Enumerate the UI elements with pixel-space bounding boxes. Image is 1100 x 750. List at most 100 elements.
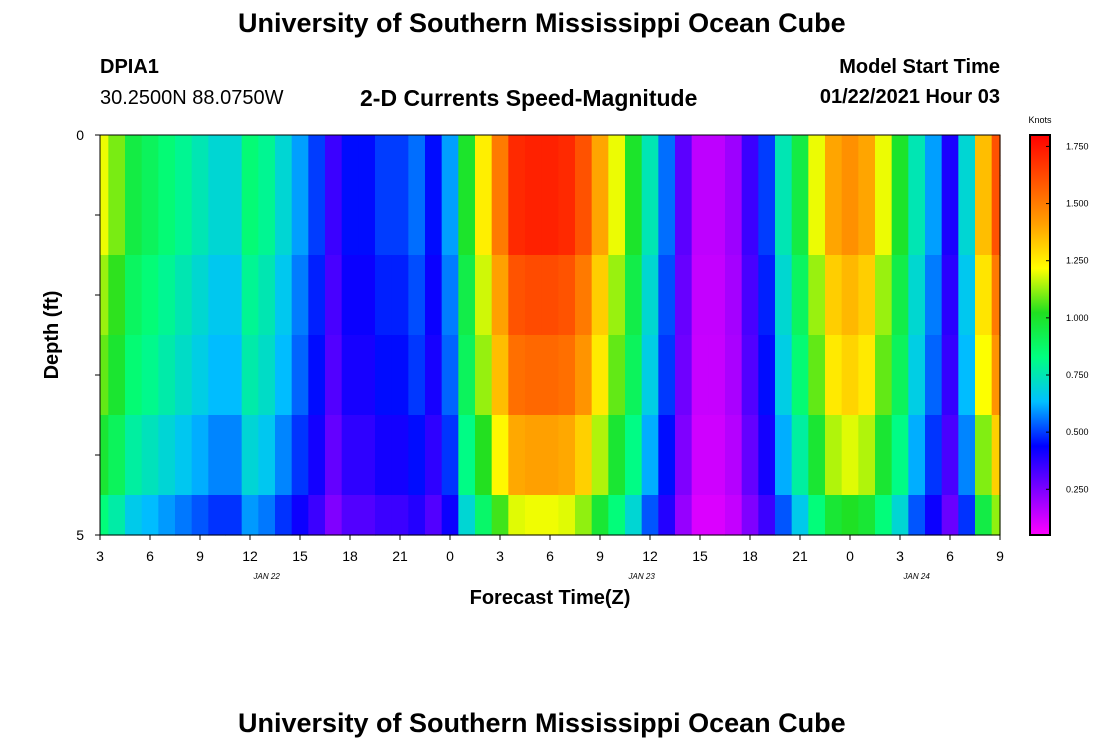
heat-cell [775, 175, 793, 256]
heat-cell [475, 175, 493, 256]
heat-cell [958, 135, 976, 176]
heat-cell [558, 415, 576, 496]
heat-cell [191, 415, 209, 496]
heat-cell [341, 415, 359, 496]
heat-cell [208, 495, 226, 536]
heat-cell [241, 415, 259, 496]
heat-cell [875, 255, 893, 336]
heat-cell [658, 335, 676, 416]
heat-cell [175, 495, 193, 536]
heat-cell [775, 255, 793, 336]
heat-cell [825, 335, 843, 416]
heat-cell [325, 135, 343, 176]
heat-cell [258, 495, 276, 536]
heat-cell [608, 135, 626, 176]
heat-cell [908, 175, 926, 256]
heat-cell [608, 335, 626, 416]
x-tick-label: 21 [792, 548, 808, 564]
heat-cell [858, 415, 876, 496]
heat-cell [808, 175, 826, 256]
heat-cell [125, 255, 143, 336]
heat-cell [508, 255, 526, 336]
heat-cell [441, 415, 459, 496]
heat-cell [708, 175, 726, 256]
heat-cell [191, 495, 209, 536]
x-tick-label: 6 [146, 548, 154, 564]
heat-cell [491, 495, 509, 536]
heat-cell [408, 135, 426, 176]
heat-cell [325, 335, 343, 416]
x-tick-label: 15 [692, 548, 708, 564]
heat-cell [725, 495, 743, 536]
heat-cell [925, 495, 943, 536]
heat-cell [508, 495, 526, 536]
heat-cell [225, 415, 243, 496]
colorbar: Knots 1.750 1.500 1.250 1.000 0.750 0.500 0.250 [1028, 115, 1089, 536]
heat-cell [541, 415, 559, 496]
heat-cell [908, 415, 926, 496]
heat-cell [525, 255, 543, 336]
heat-cell [100, 255, 109, 336]
heat-cell [325, 495, 343, 536]
heat-cell [791, 495, 809, 536]
heat-cell [308, 495, 326, 536]
heat-cell [991, 255, 1001, 336]
heat-cell [641, 335, 659, 416]
heat-cell [675, 495, 693, 536]
x-tick-label: 9 [996, 548, 1004, 564]
heat-cell [100, 335, 109, 416]
heat-cell [275, 495, 293, 536]
heat-cell [191, 255, 209, 336]
heat-cell [391, 135, 409, 176]
heat-cell [541, 335, 559, 416]
heat-cell [425, 495, 443, 536]
heat-cell [725, 135, 743, 176]
heat-cell [925, 255, 943, 336]
heat-cell [708, 335, 726, 416]
heat-cell [275, 175, 293, 256]
heat-cell [975, 255, 993, 336]
heat-cell [741, 495, 759, 536]
x-tick-label: 18 [742, 548, 758, 564]
heat-cell [208, 415, 226, 496]
heat-cell [225, 495, 243, 536]
heat-cell [691, 335, 709, 416]
heat-cell [591, 175, 609, 256]
heat-cell [625, 335, 643, 416]
y-axis-label: Depth (ft) [41, 291, 63, 380]
heat-cell [525, 415, 543, 496]
heat-cell [608, 175, 626, 256]
heat-cell [941, 135, 959, 176]
heat-cell [541, 135, 559, 176]
x-tick-label: 3 [896, 548, 904, 564]
heat-cell [475, 335, 493, 416]
heat-cell [158, 335, 176, 416]
heat-cell [341, 335, 359, 416]
heat-cell [375, 255, 393, 336]
heat-cell [958, 255, 976, 336]
heat-cell [425, 415, 443, 496]
heat-cell [508, 335, 526, 416]
heat-cell [458, 135, 476, 176]
heat-cell [191, 135, 209, 176]
heat-cell [758, 415, 776, 496]
heat-cell [908, 335, 926, 416]
heat-cell [658, 135, 676, 176]
heat-cell [508, 175, 526, 256]
heat-cell [141, 175, 159, 256]
heat-cell [391, 255, 409, 336]
x-tick-label: 9 [596, 548, 604, 564]
heat-cell [475, 495, 493, 536]
heat-cell [991, 495, 1001, 536]
heat-cell [875, 135, 893, 176]
heat-cell [591, 415, 609, 496]
heat-cell [141, 415, 159, 496]
heat-cell [625, 495, 643, 536]
heat-cell [575, 135, 593, 176]
x-tick-label: 6 [946, 548, 954, 564]
heat-cell [691, 135, 709, 176]
heat-cell [775, 415, 793, 496]
heat-cell [108, 335, 126, 416]
heat-cell [408, 335, 426, 416]
heat-cell [775, 335, 793, 416]
